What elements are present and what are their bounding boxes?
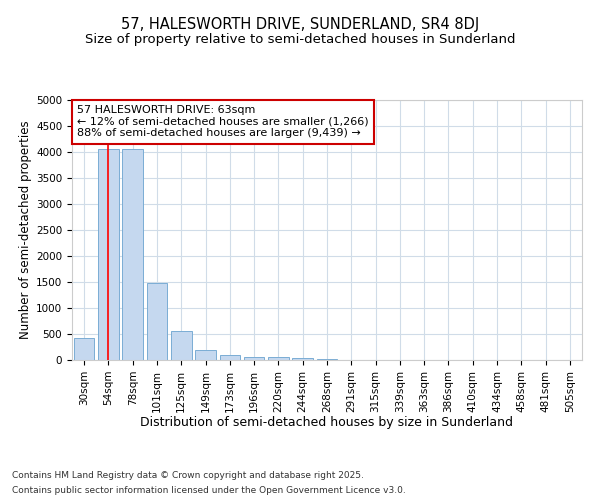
Y-axis label: Number of semi-detached properties: Number of semi-detached properties xyxy=(19,120,32,340)
Bar xyxy=(171,331,191,360)
Bar xyxy=(220,354,240,360)
Bar xyxy=(244,356,265,360)
Bar xyxy=(74,338,94,360)
Bar xyxy=(98,150,119,360)
Text: 57, HALESWORTH DRIVE, SUNDERLAND, SR4 8DJ: 57, HALESWORTH DRIVE, SUNDERLAND, SR4 8D… xyxy=(121,18,479,32)
X-axis label: Distribution of semi-detached houses by size in Sunderland: Distribution of semi-detached houses by … xyxy=(140,416,514,429)
Bar xyxy=(195,350,216,360)
Bar xyxy=(317,359,337,360)
Bar xyxy=(146,283,167,360)
Text: Contains public sector information licensed under the Open Government Licence v3: Contains public sector information licen… xyxy=(12,486,406,495)
Text: 57 HALESWORTH DRIVE: 63sqm
← 12% of semi-detached houses are smaller (1,266)
88%: 57 HALESWORTH DRIVE: 63sqm ← 12% of semi… xyxy=(77,105,369,138)
Text: Size of property relative to semi-detached houses in Sunderland: Size of property relative to semi-detach… xyxy=(85,32,515,46)
Bar xyxy=(292,358,313,360)
Bar xyxy=(268,358,289,360)
Bar xyxy=(122,150,143,360)
Text: Contains HM Land Registry data © Crown copyright and database right 2025.: Contains HM Land Registry data © Crown c… xyxy=(12,471,364,480)
